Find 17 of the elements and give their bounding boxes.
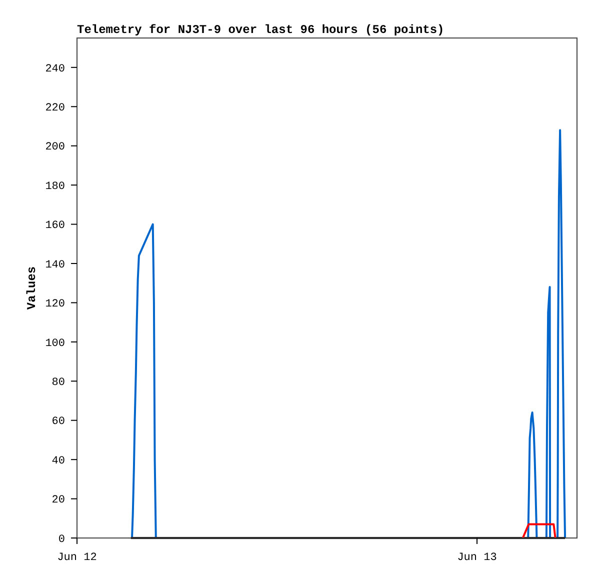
y-tick-label: 120 [45,298,65,311]
y-tick-label: 100 [45,338,65,350]
y-tick-label: 80 [52,376,65,389]
y-tick-label: 60 [52,416,65,428]
y-tick-label: 140 [45,259,65,272]
y-tick-label: 200 [45,142,65,154]
y-tick-label: 20 [52,494,65,507]
y-tick-label: 220 [45,102,65,114]
x-tick-label: Jun 12 [57,552,97,564]
y-tick-label: 0 [58,534,65,546]
y-tick-label: 40 [52,455,65,468]
chart-title: Telemetry for NJ3T-9 over last 96 hours (56 points) [77,23,444,37]
y-axis-title: Values [25,266,39,310]
y-tick-label: 180 [45,180,65,193]
x-tick-label: Jun 13 [457,552,497,564]
y-tick-label: 240 [45,63,65,76]
y-tick-label: 160 [45,220,65,232]
